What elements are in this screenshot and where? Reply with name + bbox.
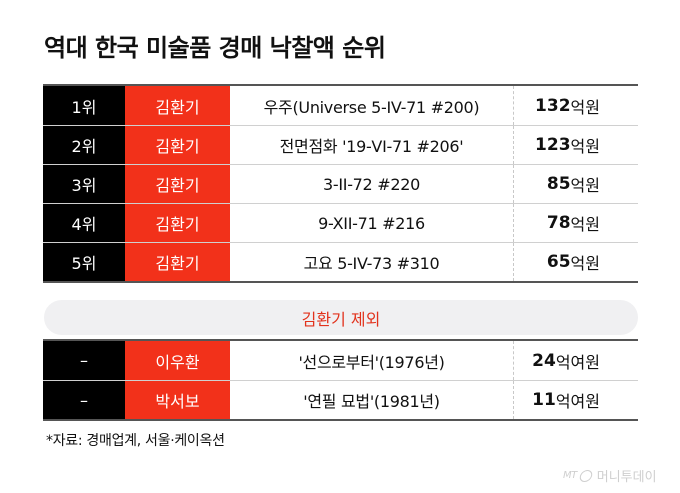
artist-cell: 박서보 xyxy=(125,381,230,419)
artist-cell: 김환기 xyxy=(125,204,230,242)
rank-cell: 1위 xyxy=(43,86,125,125)
price-amount: 85 xyxy=(546,174,571,194)
table-row: 1위 김환기 우주(Universe 5-IV-71 #200) 132 억원 xyxy=(43,86,638,125)
artist-cell: 김환기 xyxy=(125,126,230,164)
logo-icon xyxy=(578,469,594,482)
watermark-mt: MT xyxy=(563,470,577,481)
work-cell: 3-II-72 #220 xyxy=(230,165,514,203)
price-cell: 132 억원 xyxy=(514,86,638,125)
other-rankings-table: – 이우환 '선으로부터'(1976년) 24 억여원 – 박서보 '연필 묘법'… xyxy=(43,339,638,421)
price-amount: 11 xyxy=(532,390,556,410)
artist-cell: 김환기 xyxy=(125,243,230,281)
price-unit: 억원 xyxy=(570,137,600,156)
excluded-label-pill: 김환기 제외 xyxy=(44,300,638,335)
price-unit: 억원 xyxy=(570,215,600,234)
table-row: 4위 김환기 9-XII-71 #216 78 억원 xyxy=(43,203,638,242)
table-row: 2위 김환기 전면점화 '19-VI-71 #206' 123 억원 xyxy=(43,125,638,164)
work-cell: 고요 5-IV-73 #310 xyxy=(230,243,514,281)
price-cell: 85 억원 xyxy=(514,165,638,203)
watermark-name: 머니투데이 xyxy=(596,470,657,485)
rank-cell: 5위 xyxy=(43,243,125,281)
rank-cell: 2위 xyxy=(43,126,125,164)
price-amount: 123 xyxy=(535,135,571,155)
rank-cell: 4위 xyxy=(43,204,125,242)
price-unit: 억여원 xyxy=(555,352,600,372)
work-cell: '연필 묘법'(1981년) xyxy=(230,381,514,419)
top-rankings-table: 1위 김환기 우주(Universe 5-IV-71 #200) 132 억원 2… xyxy=(43,84,638,283)
price-amount: 132 xyxy=(535,95,571,116)
artist-cell: 김환기 xyxy=(125,86,230,125)
page-title: 역대 한국 미술품 경매 낙찰액 순위 xyxy=(44,34,386,62)
price-amount: 65 xyxy=(546,252,571,272)
price-cell: 65 억원 xyxy=(514,243,638,281)
artist-cell: 김환기 xyxy=(125,165,230,203)
price-unit: 억원 xyxy=(570,176,600,195)
source-note: *자료: 경매업계, 서울·케이옥션 xyxy=(46,433,225,449)
price-amount: 78 xyxy=(546,213,571,233)
work-cell: '선으로부터'(1976년) xyxy=(230,341,514,380)
table-row: – 박서보 '연필 묘법'(1981년) 11 억여원 xyxy=(43,380,638,419)
table-row: 3위 김환기 3-II-72 #220 85 억원 xyxy=(43,164,638,203)
table-row: – 이우환 '선으로부터'(1976년) 24 억여원 xyxy=(43,341,638,380)
watermark: MT 머니투데이 xyxy=(563,466,657,485)
work-cell: 우주(Universe 5-IV-71 #200) xyxy=(230,86,514,125)
price-amount: 24 xyxy=(532,350,556,371)
work-cell: 전면점화 '19-VI-71 #206' xyxy=(230,126,514,164)
price-cell: 123 억원 xyxy=(514,126,638,164)
price-unit: 억원 xyxy=(570,254,600,273)
price-unit: 억여원 xyxy=(555,392,600,411)
rank-cell: – xyxy=(43,341,125,380)
artist-cell: 이우환 xyxy=(125,341,230,380)
price-cell: 24 억여원 xyxy=(514,341,638,380)
table-row: 5위 김환기 고요 5-IV-73 #310 65 억원 xyxy=(43,242,638,281)
price-unit: 억원 xyxy=(570,97,600,117)
price-cell: 11 억여원 xyxy=(514,381,638,419)
price-cell: 78 억원 xyxy=(514,204,638,242)
rank-cell: – xyxy=(43,381,125,419)
work-cell: 9-XII-71 #216 xyxy=(230,204,514,242)
rank-cell: 3위 xyxy=(43,165,125,203)
